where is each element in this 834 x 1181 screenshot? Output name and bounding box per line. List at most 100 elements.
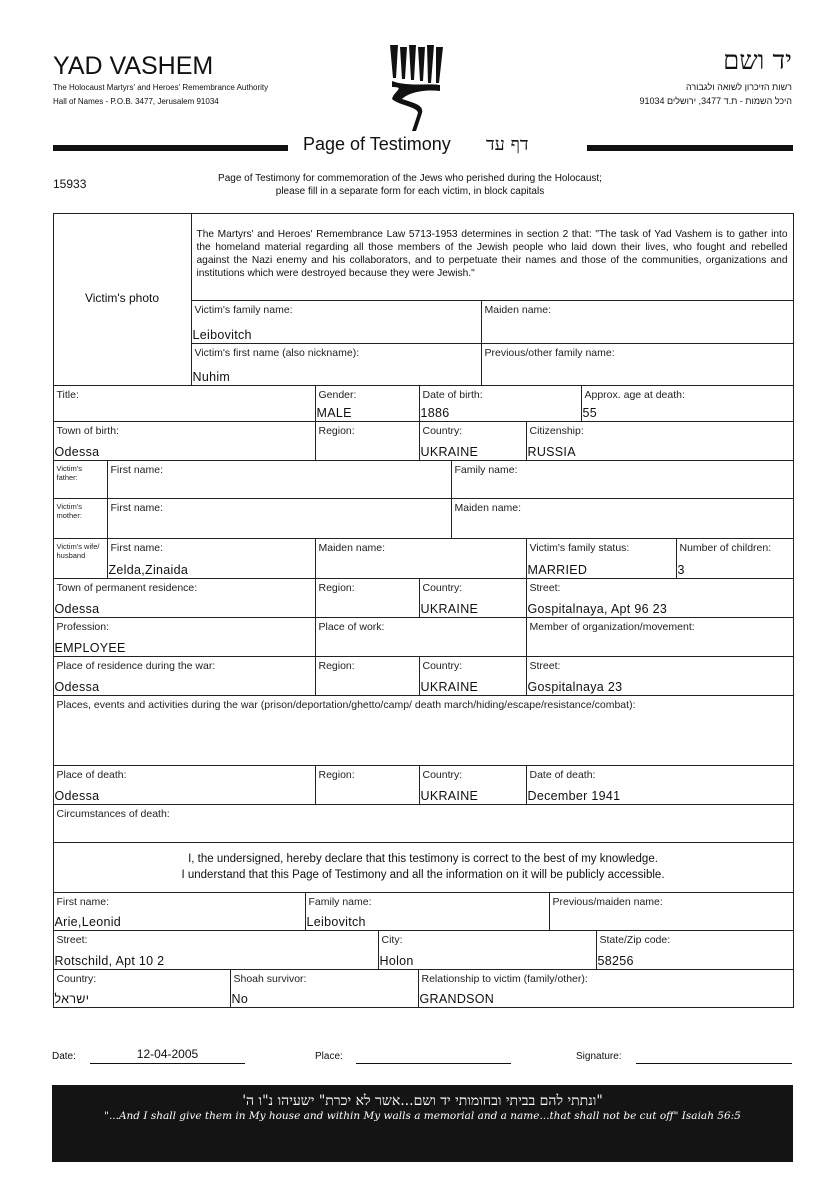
war-country-field[interactable]: Country: UKRAINE [418, 655, 527, 696]
spouse-maiden-field[interactable]: Maiden name: [314, 537, 527, 579]
sub-country-field[interactable]: Country: ישראל [52, 968, 231, 1008]
sub-relation-label: Relationship to victim (family/other): [421, 972, 588, 985]
children-field[interactable]: Number of children: 3 [675, 537, 794, 579]
sub-zip-value: 58256 [597, 953, 634, 968]
sub-country-label: Country: [56, 972, 97, 985]
death-date-field[interactable]: Date of death: December 1941 [525, 764, 794, 805]
war-street-label: Street: [529, 659, 561, 672]
org-name: YAD VASHEM [53, 52, 214, 80]
declaration-box: I, the undersigned, hereby declare that … [52, 841, 794, 893]
sub-first-label: First name: [56, 895, 110, 908]
first-name-value: Nuhim [192, 369, 231, 384]
org-address-hebrew: היכל השמות - ת.ד 3477, ירושלים 91034 [639, 96, 792, 106]
sub-survivor-label: Shoah survivor: [233, 972, 307, 985]
dob-field[interactable]: Date of birth: 1886 [418, 384, 582, 422]
sub-family-label: Family name: [308, 895, 372, 908]
death-place-label: Place of death: [56, 768, 127, 781]
signature-label: Signature: [576, 1051, 622, 1062]
sub-relation-field[interactable]: Relationship to victim (family/other): GR… [417, 968, 794, 1008]
birth-town-field[interactable]: Town of birth: Odessa [52, 420, 316, 461]
death-region-label: Region: [318, 768, 355, 781]
death-circ-field[interactable]: Circumstances of death: [52, 803, 794, 843]
first-name-field[interactable]: Victim's first name (also nickname): Nuhi… [190, 342, 482, 386]
res-country-field[interactable]: Country: UKRAINE [418, 577, 527, 618]
place-field[interactable] [356, 1047, 511, 1064]
birth-country-label: Country: [422, 424, 463, 437]
org-address: Hall of Names - P.O.B. 3477, Jerusalem 9… [53, 97, 219, 106]
sub-zip-field[interactable]: State/Zip code: 58256 [595, 929, 794, 970]
death-place-field[interactable]: Place of death: Odessa [52, 764, 316, 805]
res-street-field[interactable]: Street: Gospitalnaya, Apt 96 23 [525, 577, 794, 618]
spouse-tag-field: Victim's wife/ husband [52, 537, 108, 579]
birth-town-label: Town of birth: [56, 424, 119, 437]
org-subtitle-hebrew: רשות הזיכרון לשואה ולגבורה [685, 82, 792, 92]
sub-survivor-value: No [231, 991, 249, 1006]
title-field[interactable]: Title: [52, 384, 316, 422]
sub-first-field[interactable]: First name: Arie,Leonid [52, 891, 306, 931]
sub-city-field[interactable]: City: Holon [377, 929, 597, 970]
profession-field[interactable]: Profession: EMPLOYEE [52, 616, 316, 657]
war-street-field[interactable]: Street: Gospitalnaya 23 [525, 655, 794, 696]
war-region-field[interactable]: Region: [314, 655, 420, 696]
children-label: Number of children: [679, 541, 772, 554]
res-town-field[interactable]: Town of permanent residence: Odessa [52, 577, 316, 618]
death-date-value: December 1941 [527, 788, 621, 803]
mother-maiden-label: Maiden name: [454, 501, 522, 514]
declaration-line-1: I, the undersigned, hereby declare that … [188, 852, 658, 865]
quote-banner: "ונתתי להם בביתי ובחומותי יד ושם...אשר ל… [52, 1085, 793, 1162]
mother-first-field[interactable]: First name: [106, 497, 452, 539]
father-family-field[interactable]: Family name: [450, 459, 794, 499]
res-region-field[interactable]: Region: [314, 577, 420, 618]
family-status-field[interactable]: Victim's family status: MARRIED [525, 537, 677, 579]
prev-family-name-field[interactable]: Previous/other family name: [480, 342, 794, 386]
war-events-label: Places, events and activities during the… [56, 698, 636, 711]
birth-region-field[interactable]: Region: [314, 420, 420, 461]
age-field[interactable]: Approx. age at death: 55 [580, 384, 794, 422]
death-date-label: Date of death: [529, 768, 596, 781]
father-tag-field: Victim's father: [52, 459, 108, 499]
war-region-label: Region: [318, 659, 355, 672]
sub-street-field[interactable]: Street: Rotschild, Apt 10 2 [52, 929, 379, 970]
signature-field[interactable] [636, 1047, 792, 1064]
birth-country-value: UKRAINE [420, 444, 479, 459]
family-name-field[interactable]: Victim's family name: Leibovitch [190, 299, 482, 344]
workplace-field[interactable]: Place of work: [314, 616, 527, 657]
sub-country-value: ישראל [54, 991, 90, 1006]
date-field[interactable]: 12-04-2005 [90, 1047, 245, 1064]
org-name-hebrew: יד ושם [723, 46, 792, 76]
intro-line-2: please fill in a separate form for each … [275, 186, 545, 197]
spouse-first-field[interactable]: First name: Zelda,Zinaida [106, 537, 316, 579]
death-country-value: UKRAINE [420, 788, 479, 803]
res-country-value: UKRAINE [420, 601, 479, 616]
citizenship-label: Citizenship: [529, 424, 584, 437]
war-events-field[interactable]: Places, events and activities during the… [52, 694, 794, 766]
profession-label: Profession: [56, 620, 110, 633]
org-subtitle: The Holocaust Martyrs' and Heroes' Remem… [53, 83, 269, 92]
children-value: 3 [677, 562, 685, 577]
gender-label: Gender: [318, 388, 357, 401]
father-first-field[interactable]: First name: [106, 459, 452, 499]
mother-maiden-field[interactable]: Maiden name: [450, 497, 794, 539]
birth-country-field[interactable]: Country: UKRAINE [418, 420, 527, 461]
form-number: 15933 [53, 177, 87, 191]
sub-prev-field[interactable]: Previous/maiden name: [548, 891, 794, 931]
mother-tag-label: Victim's mother: [56, 501, 82, 520]
page-title: Page of Testimony [303, 134, 451, 154]
gender-field[interactable]: Gender: MALE [314, 384, 420, 422]
spouse-tag-label: Victim's wife/ husband [56, 541, 100, 560]
death-region-field[interactable]: Region: [314, 764, 420, 805]
death-country-field[interactable]: Country: UKRAINE [418, 764, 527, 805]
workplace-label: Place of work: [318, 620, 385, 633]
sub-zip-label: State/Zip code: [599, 933, 671, 946]
citizenship-field[interactable]: Citizenship: RUSSIA [525, 420, 794, 461]
sub-family-field[interactable]: Family name: Leibovitch [304, 891, 550, 931]
father-first-label: First name: [110, 463, 164, 476]
war-town-field[interactable]: Place of residence during the war: Odessa [52, 655, 316, 696]
organization-field[interactable]: Member of organization/movement: [525, 616, 794, 657]
citizenship-value: RUSSIA [527, 444, 576, 459]
profession-value: EMPLOYEE [54, 640, 126, 655]
spouse-first-value: Zelda,Zinaida [108, 562, 189, 577]
sub-survivor-field[interactable]: Shoah survivor: No [229, 968, 419, 1008]
maiden-name-field[interactable]: Maiden name: [480, 299, 794, 344]
law-text-box: The Martyrs' and Heroes' Remembrance Law… [190, 212, 794, 301]
